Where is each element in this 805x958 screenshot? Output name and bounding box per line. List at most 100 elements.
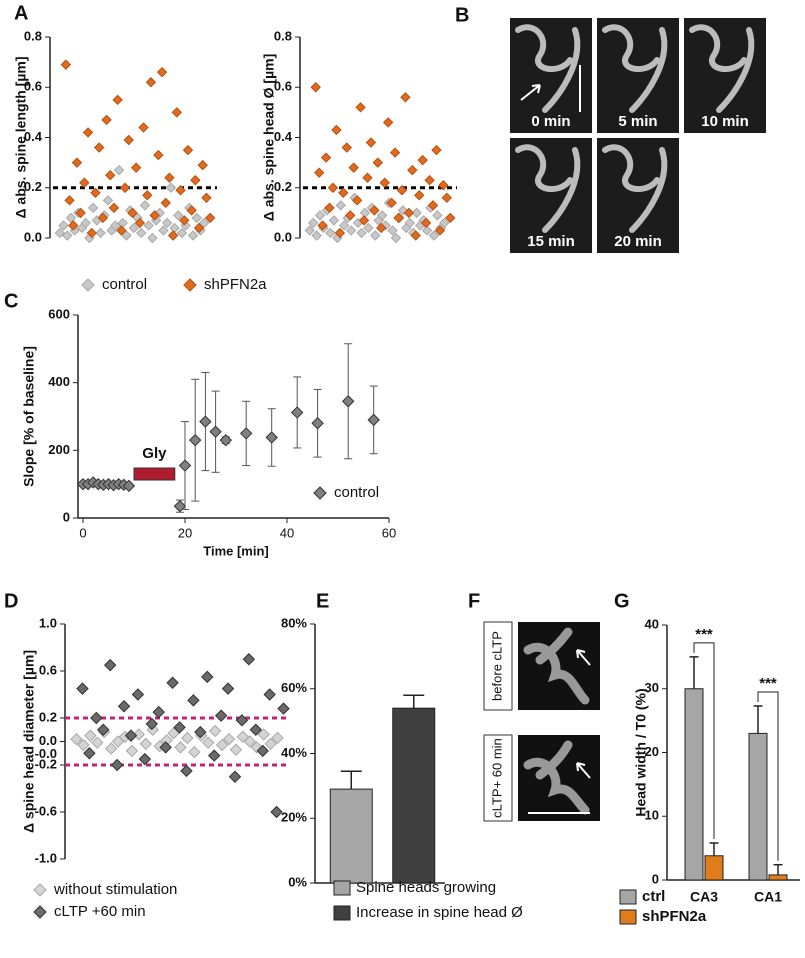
point: [80, 217, 91, 229]
point: [95, 227, 106, 239]
point: [113, 164, 125, 176]
point: [367, 413, 380, 427]
point: [188, 433, 202, 447]
point: [77, 738, 90, 752]
point: [173, 721, 186, 734]
point: [142, 190, 153, 201]
point: [290, 406, 304, 419]
bar: [704, 855, 724, 881]
point: [363, 222, 374, 234]
legend-label: shPFN2a: [642, 908, 707, 925]
point: [191, 212, 202, 224]
bar: [392, 707, 436, 884]
point: [139, 737, 153, 751]
point: [125, 744, 139, 758]
panel-label: G: [614, 590, 630, 612]
spine: [523, 740, 590, 815]
point: [139, 200, 151, 211]
legend-marker: [313, 486, 327, 500]
point: [204, 212, 216, 224]
point: [108, 202, 120, 214]
panel-label: D: [4, 590, 18, 612]
point: [112, 94, 123, 106]
label-box: [483, 734, 513, 822]
y-tick-label: 0: [63, 509, 70, 524]
x-tick-label: CA1: [754, 889, 782, 905]
point: [365, 137, 377, 148]
legend-label: Spine heads growing: [356, 879, 496, 896]
y-tick-label: 0: [652, 871, 659, 886]
point: [124, 729, 138, 742]
point: [376, 222, 387, 234]
point: [197, 159, 208, 171]
legend-marker: [33, 905, 47, 919]
y-tick-label: 0.2: [39, 709, 57, 724]
y-tick-label: 600: [48, 306, 70, 321]
point: [159, 741, 172, 754]
point: [121, 230, 132, 241]
bar: [684, 688, 704, 881]
y-axis-label: Δ abs. spine length [µm]: [13, 56, 29, 218]
panel-f-images: before cLTP cLTP+ 60 min: [483, 621, 600, 822]
point: [271, 731, 284, 745]
y-tick-label: 40: [645, 616, 659, 631]
point: [102, 195, 114, 206]
significance-bracket: [757, 691, 779, 861]
point: [149, 210, 160, 221]
point: [175, 185, 186, 196]
point: [424, 175, 435, 186]
image-label: 15 min: [527, 233, 575, 250]
y-tick-label: 0.2: [24, 179, 42, 194]
image-label: before cLTP: [489, 631, 504, 701]
x-tick-label: 60: [382, 525, 396, 540]
point: [167, 230, 179, 241]
y-tick-label: 0.6: [24, 79, 42, 94]
point: [179, 215, 190, 226]
point: [359, 207, 371, 219]
image-label: 10 min: [701, 113, 749, 130]
point: [228, 770, 242, 783]
x-tick-label: 0: [79, 525, 86, 540]
y-tick-label: 0.0: [274, 229, 292, 244]
point: [242, 653, 256, 666]
point: [311, 230, 322, 241]
legend-label: Increase in spine head Ø: [356, 904, 523, 921]
significance-bracket: [693, 642, 715, 840]
point: [186, 205, 197, 216]
y-tick-label: -0.0: [35, 746, 57, 761]
point: [376, 210, 388, 221]
point: [325, 227, 336, 239]
point: [229, 743, 243, 756]
point: [138, 122, 149, 133]
y-axis-label: Δ abs. spine head Ø [µm]: [261, 54, 277, 222]
legend-label: control: [102, 276, 147, 293]
point: [101, 114, 112, 126]
point: [307, 217, 319, 229]
point: [270, 805, 283, 819]
point: [414, 190, 425, 201]
legend-label: shPFN2a: [204, 276, 267, 293]
point: [396, 185, 408, 196]
point: [362, 172, 373, 183]
point: [132, 728, 146, 741]
point: [431, 144, 442, 156]
point: [138, 752, 152, 766]
point: [372, 157, 384, 168]
point: [182, 144, 194, 156]
legend-swatch: [619, 909, 637, 925]
point: [153, 149, 164, 161]
point: [122, 479, 136, 493]
point: [147, 232, 158, 244]
point: [345, 210, 356, 221]
point: [338, 187, 349, 198]
point: [62, 230, 73, 241]
point: [123, 134, 134, 146]
point: [257, 728, 270, 741]
point: [324, 202, 335, 214]
point: [438, 180, 449, 191]
y-axis-label: Head width / T0 (%): [633, 688, 649, 816]
point: [313, 167, 325, 178]
point: [421, 225, 433, 236]
label-box: [483, 621, 513, 711]
point: [209, 425, 222, 438]
